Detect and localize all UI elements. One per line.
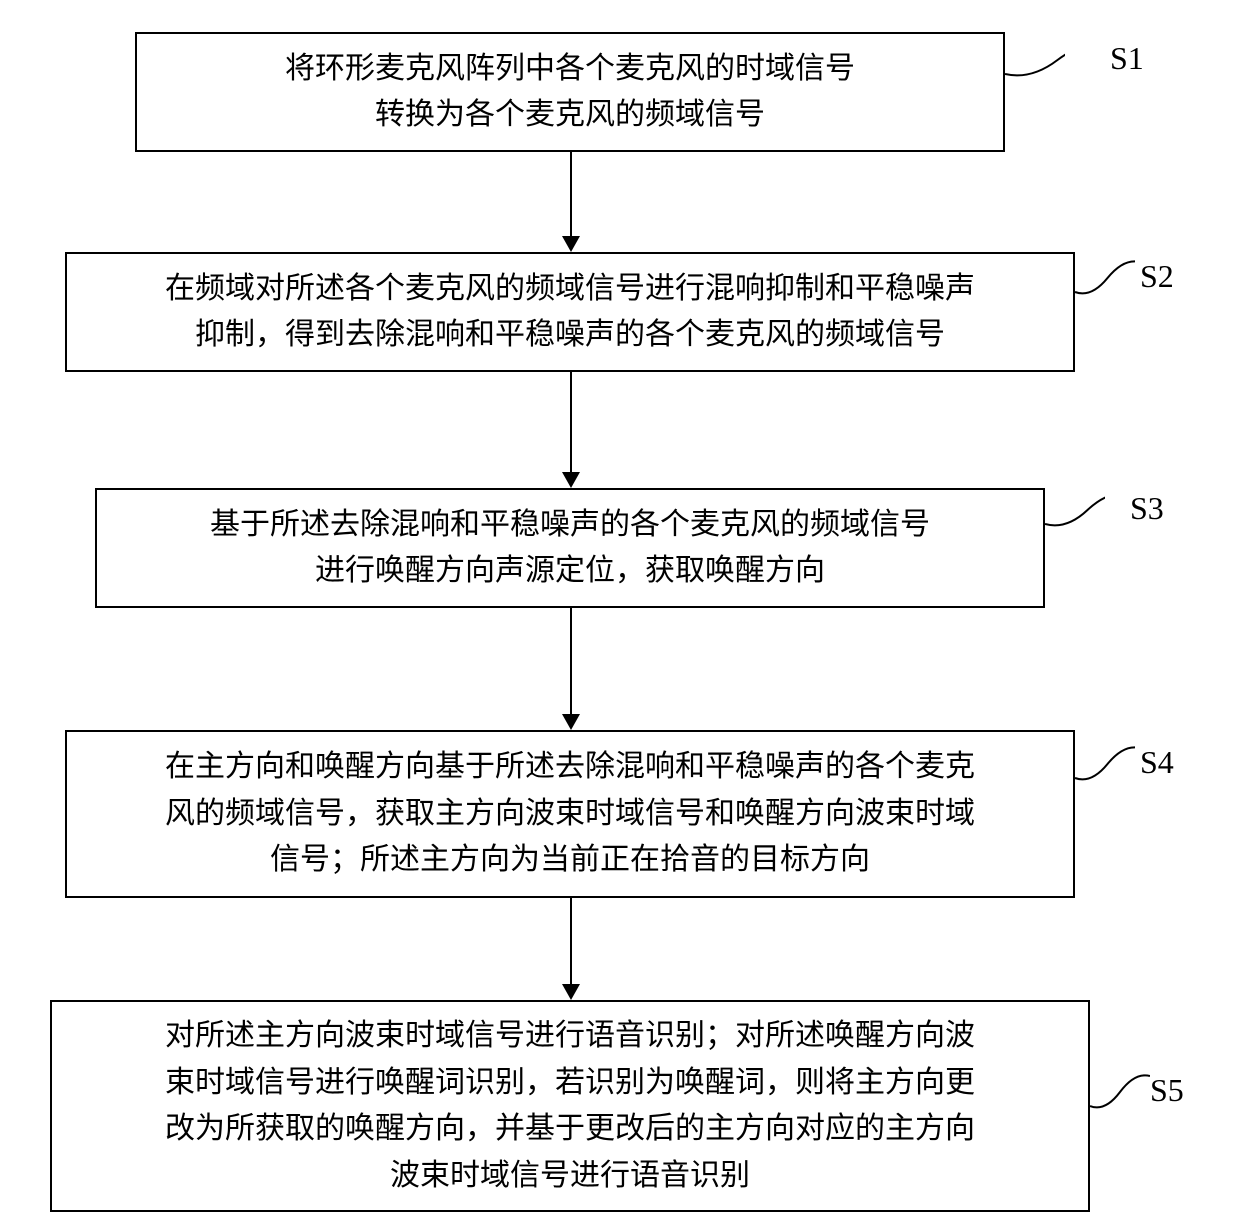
step-label-s5: S5 bbox=[1150, 1072, 1184, 1109]
step-label-s1: S1 bbox=[1110, 40, 1144, 77]
flow-node-s4: 在主方向和唤醒方向基于所述去除混响和平稳噪声的各个麦克 风的频域信号，获取主方向… bbox=[65, 730, 1075, 898]
flow-node-s2: 在频域对所述各个麦克风的频域信号进行混响抑制和平稳噪声 抑制，得到去除混响和平稳… bbox=[65, 252, 1075, 372]
flow-node-text: 基于所述去除混响和平稳噪声的各个麦克风的频域信号 进行唤醒方向声源定位，获取唤醒… bbox=[210, 502, 930, 595]
flow-node-text: 在频域对所述各个麦克风的频域信号进行混响抑制和平稳噪声 抑制，得到去除混响和平稳… bbox=[165, 266, 975, 359]
arrow-s3-s4 bbox=[570, 608, 572, 714]
flow-node-s1: 将环形麦克风阵列中各个麦克风的时域信号 转换为各个麦克风的频域信号 bbox=[135, 32, 1005, 152]
label-connector-s5 bbox=[1090, 1070, 1150, 1110]
flow-node-text: 在主方向和唤醒方向基于所述去除混响和平稳噪声的各个麦克 风的频域信号，获取主方向… bbox=[165, 744, 975, 884]
flow-node-text: 将环形麦克风阵列中各个麦克风的时域信号 转换为各个麦克风的频域信号 bbox=[285, 46, 855, 139]
flowchart-canvas: 将环形麦克风阵列中各个麦克风的时域信号 转换为各个麦克风的频域信号 S1 在频域对所… bbox=[0, 0, 1240, 1229]
arrow-s2-s3 bbox=[570, 372, 572, 472]
arrow-head-icon bbox=[562, 236, 580, 252]
label-connector-s4 bbox=[1075, 742, 1135, 782]
flow-node-text: 对所述主方向波束时域信号进行语音识别；对所述唤醒方向波 束时域信号进行唤醒词识别… bbox=[165, 1013, 975, 1199]
label-connector-s1 bbox=[1005, 38, 1065, 78]
arrow-head-icon bbox=[562, 984, 580, 1000]
flow-node-s5: 对所述主方向波束时域信号进行语音识别；对所述唤醒方向波 束时域信号进行唤醒词识别… bbox=[50, 1000, 1090, 1212]
arrow-s1-s2 bbox=[570, 152, 572, 236]
step-label-s3: S3 bbox=[1130, 490, 1164, 527]
label-connector-s3 bbox=[1045, 488, 1105, 528]
step-label-s4: S4 bbox=[1140, 744, 1174, 781]
step-label-s2: S2 bbox=[1140, 258, 1174, 295]
arrow-head-icon bbox=[562, 714, 580, 730]
label-connector-s2 bbox=[1075, 256, 1135, 296]
flow-node-s3: 基于所述去除混响和平稳噪声的各个麦克风的频域信号 进行唤醒方向声源定位，获取唤醒… bbox=[95, 488, 1045, 608]
arrow-head-icon bbox=[562, 472, 580, 488]
arrow-s4-s5 bbox=[570, 898, 572, 984]
